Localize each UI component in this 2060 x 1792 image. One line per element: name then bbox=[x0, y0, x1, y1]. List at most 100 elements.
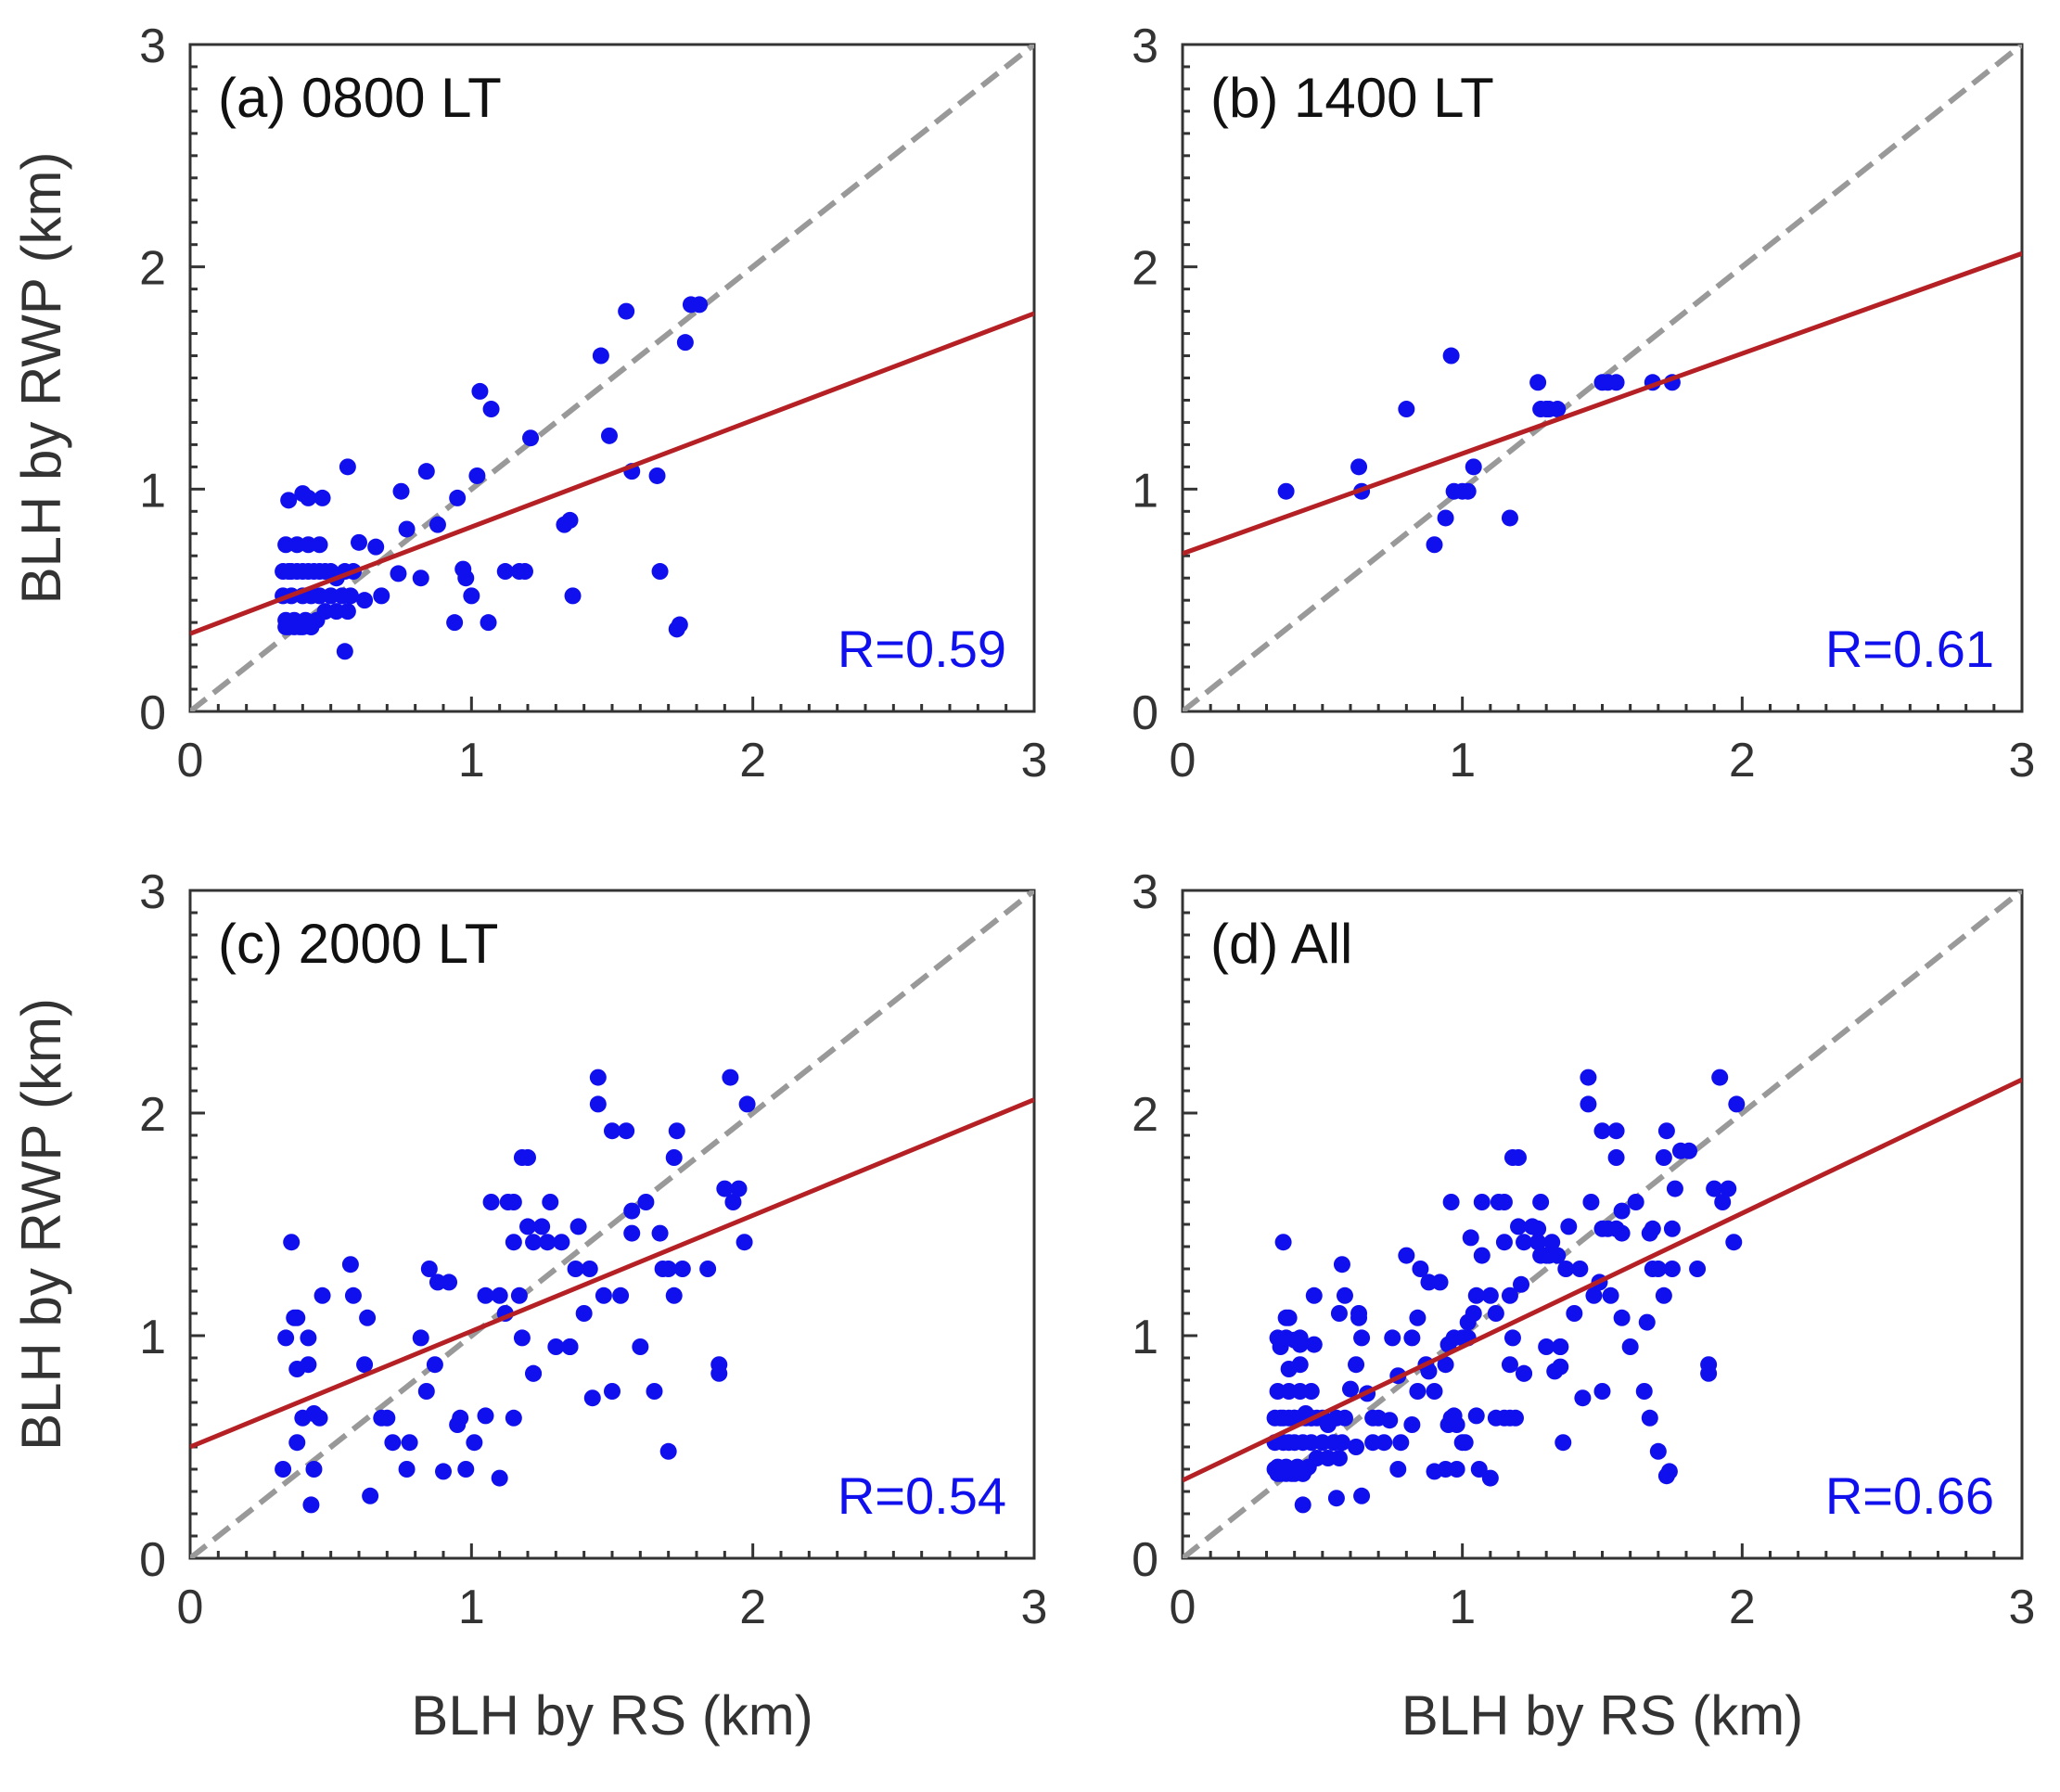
data-point bbox=[710, 1364, 728, 1382]
data-point bbox=[1465, 1305, 1482, 1322]
data-point bbox=[378, 1409, 396, 1427]
data-point bbox=[1582, 1194, 1600, 1210]
panel-title: (b) 1400 LT bbox=[1210, 67, 1494, 129]
data-point bbox=[305, 1461, 323, 1478]
data-point bbox=[1635, 1383, 1653, 1400]
data-point bbox=[1552, 1338, 1569, 1355]
data-point bbox=[659, 1261, 677, 1277]
data-point bbox=[676, 334, 694, 352]
data-point bbox=[632, 1338, 649, 1355]
data-point bbox=[1627, 1194, 1644, 1210]
data-point bbox=[564, 587, 582, 605]
data-point bbox=[604, 1383, 621, 1400]
data-point bbox=[1655, 1149, 1672, 1166]
x-tick-label: 0 bbox=[177, 1581, 204, 1634]
data-point bbox=[401, 1434, 418, 1452]
data-point bbox=[1613, 1224, 1631, 1242]
data-point bbox=[1580, 1069, 1597, 1086]
correlation-label: R=0.61 bbox=[1825, 620, 1994, 678]
data-point bbox=[384, 1434, 402, 1452]
data-point bbox=[1330, 1305, 1348, 1322]
data-point bbox=[516, 563, 533, 581]
correlation-label: R=0.59 bbox=[838, 620, 1006, 678]
x-tick-label: 1 bbox=[1449, 1581, 1476, 1634]
data-point bbox=[1495, 1234, 1513, 1251]
data-point bbox=[716, 1180, 734, 1197]
data-point bbox=[1607, 1122, 1625, 1140]
data-point bbox=[612, 1286, 630, 1304]
data-point bbox=[412, 1329, 429, 1347]
data-point bbox=[600, 427, 618, 444]
data-point bbox=[1538, 1338, 1555, 1355]
data-point bbox=[1657, 1122, 1675, 1140]
x-axis-title: BLH by RS (km) bbox=[411, 1684, 812, 1747]
correlation-label: R=0.54 bbox=[838, 1466, 1006, 1525]
x-tick-label: 3 bbox=[2009, 734, 2036, 787]
data-point bbox=[1549, 401, 1567, 418]
data-point bbox=[1711, 1069, 1729, 1086]
y-tick-label: 2 bbox=[139, 242, 166, 296]
data-point bbox=[1266, 1461, 1284, 1478]
data-point bbox=[1336, 1286, 1353, 1304]
data-point bbox=[651, 563, 669, 581]
data-point bbox=[1277, 482, 1295, 500]
data-point bbox=[457, 570, 475, 587]
regression-line bbox=[1183, 1077, 2022, 1483]
data-point bbox=[477, 1286, 494, 1304]
y-tick-label: 0 bbox=[139, 1533, 166, 1587]
data-point bbox=[1291, 1329, 1309, 1347]
data-point bbox=[1412, 1261, 1429, 1277]
data-point bbox=[589, 1095, 607, 1113]
x-tick-label: 2 bbox=[739, 1581, 766, 1634]
data-point bbox=[699, 1261, 717, 1277]
data-point bbox=[1389, 1461, 1407, 1478]
data-point bbox=[1555, 1434, 1572, 1452]
data-point bbox=[1297, 1461, 1314, 1478]
data-point bbox=[1342, 1380, 1359, 1398]
data-point bbox=[426, 1356, 443, 1374]
data-point bbox=[449, 489, 467, 506]
data-point bbox=[429, 516, 446, 533]
data-point bbox=[1398, 1247, 1415, 1264]
data-point bbox=[1294, 1496, 1311, 1514]
data-point bbox=[513, 1329, 531, 1347]
data-point bbox=[1681, 1142, 1698, 1159]
data-point bbox=[457, 1461, 475, 1478]
data-point bbox=[367, 538, 385, 556]
data-point bbox=[595, 1286, 612, 1304]
data-point bbox=[446, 614, 464, 632]
data-point bbox=[1524, 1218, 1542, 1235]
panel-b: 0 1 2 3 0 1 2 3 (b) 1400 LT R=0.61 bbox=[1132, 19, 2035, 787]
data-point bbox=[561, 1338, 579, 1355]
data-point bbox=[648, 467, 666, 484]
x-tick-label: 2 bbox=[739, 734, 766, 787]
data-point bbox=[589, 1069, 607, 1086]
data-point bbox=[1580, 1095, 1597, 1113]
y-tick-label: 0 bbox=[1132, 686, 1158, 740]
data-point bbox=[1585, 1286, 1603, 1304]
data-point bbox=[668, 1122, 685, 1140]
panel-d: 0 1 2 3 0 1 2 3 (d) All R=0.66 BLH by RS (km) bbox=[1132, 865, 2035, 1747]
y-tick-label: 0 bbox=[1132, 1533, 1158, 1587]
data-point bbox=[533, 1218, 551, 1235]
data-point bbox=[398, 1461, 416, 1478]
data-point bbox=[505, 1234, 522, 1251]
data-point bbox=[305, 1405, 323, 1422]
x-tick-label: 2 bbox=[1729, 1581, 1756, 1634]
data-point bbox=[1571, 1261, 1589, 1277]
data-point bbox=[1442, 1194, 1460, 1210]
data-point bbox=[736, 1234, 753, 1251]
data-point bbox=[1437, 509, 1454, 527]
data-point bbox=[339, 603, 356, 621]
data-point bbox=[665, 1149, 683, 1166]
data-point bbox=[1557, 1261, 1575, 1277]
data-point bbox=[569, 1218, 587, 1235]
data-point bbox=[341, 587, 359, 605]
data-point bbox=[275, 1461, 292, 1478]
data-point bbox=[1348, 1439, 1365, 1455]
y-tick-label: 2 bbox=[1132, 1088, 1158, 1142]
data-point bbox=[1516, 1234, 1533, 1251]
data-point bbox=[1459, 482, 1477, 500]
data-point bbox=[341, 1256, 359, 1274]
